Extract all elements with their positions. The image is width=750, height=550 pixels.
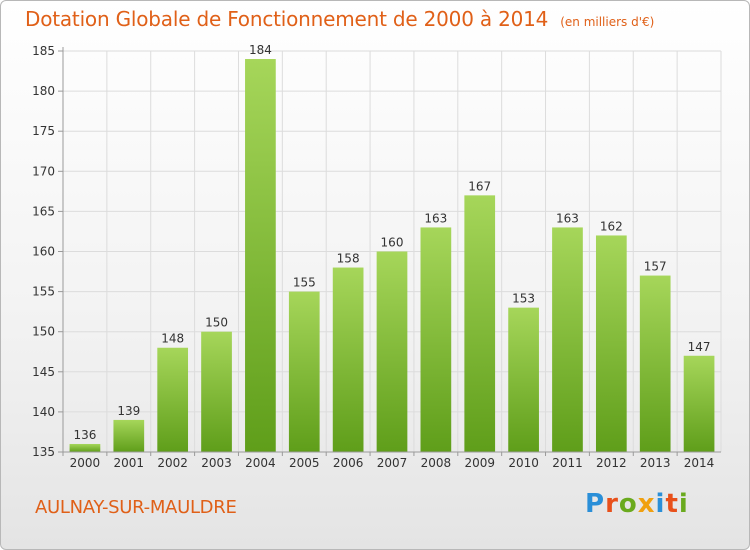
x-tick-label: 2007 [377, 456, 408, 470]
bar [508, 307, 539, 452]
data-label: 163 [556, 211, 579, 225]
x-tick-label: 2006 [333, 456, 364, 470]
x-tick-label: 2002 [157, 456, 188, 470]
bar [683, 355, 715, 452]
x-tick-label: 2013 [640, 456, 671, 470]
data-label: 158 [337, 252, 360, 266]
data-label: 167 [468, 179, 491, 193]
data-label: 155 [293, 276, 316, 290]
bar [113, 419, 145, 452]
bar [69, 443, 101, 452]
x-tick-label: 2008 [421, 456, 452, 470]
x-tick-label: 2004 [245, 456, 276, 470]
data-label: 184 [249, 43, 272, 57]
data-label: 136 [73, 428, 96, 442]
axes: 135 140 145 150 155 160 165 170 175 180 185 2000 200… [32, 44, 721, 470]
data-label: 147 [688, 340, 711, 354]
x-tick-label: 2012 [596, 456, 627, 470]
bar [288, 291, 320, 452]
logo-letter: t [665, 489, 679, 519]
x-tick-label: 2014 [684, 456, 715, 470]
data-label: 160 [381, 236, 404, 250]
y-tick-label: 175 [32, 124, 55, 138]
commune-name: AULNAY-SUR-MAULDRE [35, 497, 237, 518]
y-tick-label: 170 [32, 164, 55, 178]
bar [552, 227, 583, 452]
x-tick-label: 2001 [114, 456, 145, 470]
logo-letter: i [655, 489, 666, 519]
bar [420, 227, 452, 452]
x-tick-label: 2005 [289, 456, 320, 470]
y-tick-label: 150 [32, 325, 55, 339]
y-tick-label: 180 [32, 84, 55, 98]
data-label: 153 [512, 292, 535, 306]
y-tick-label: 140 [32, 405, 55, 419]
x-tick-label: 2010 [508, 456, 539, 470]
y-tick-label: 135 [32, 445, 55, 459]
bar [639, 275, 671, 452]
bar [464, 195, 496, 453]
x-tick-label: 2011 [552, 456, 583, 470]
bars [69, 59, 715, 453]
logo-letter: x [637, 489, 656, 519]
logo-letter: i [678, 489, 689, 519]
data-label: 148 [161, 332, 184, 346]
bar [201, 331, 232, 452]
chart-title: Dotation Globale de Fonctionnement de 20… [25, 7, 654, 31]
logo-letter: o [618, 489, 638, 519]
y-tick-label: 185 [32, 44, 55, 58]
chart-subtitle: (en milliers d'€) [560, 15, 655, 29]
x-tick-label: 2009 [464, 456, 495, 470]
x-tick-label: 2003 [201, 456, 232, 470]
y-tick-label: 160 [32, 245, 55, 259]
bar [332, 267, 364, 452]
data-label: 150 [205, 316, 228, 330]
y-tick-label: 155 [32, 285, 55, 299]
proxiti-logo[interactable]: Proxiti [585, 489, 689, 519]
logo-letter: P [585, 489, 606, 519]
data-labels: 136 139 148 150 184 155 158 160 163 167 153 163 162 1… [73, 43, 710, 442]
bar [245, 59, 276, 453]
y-tick-label: 165 [32, 204, 55, 218]
logo-letter: r [605, 489, 619, 519]
bar [376, 251, 408, 452]
data-label: 163 [424, 211, 447, 225]
data-label: 162 [600, 219, 623, 233]
data-label: 139 [117, 404, 140, 418]
x-tick-label: 2000 [70, 456, 101, 470]
bar [595, 235, 627, 452]
chart-title-text: Dotation Globale de Fonctionnement de 20… [25, 7, 549, 31]
bar [157, 347, 189, 452]
data-label: 157 [644, 260, 667, 274]
y-tick-label: 145 [32, 365, 55, 379]
